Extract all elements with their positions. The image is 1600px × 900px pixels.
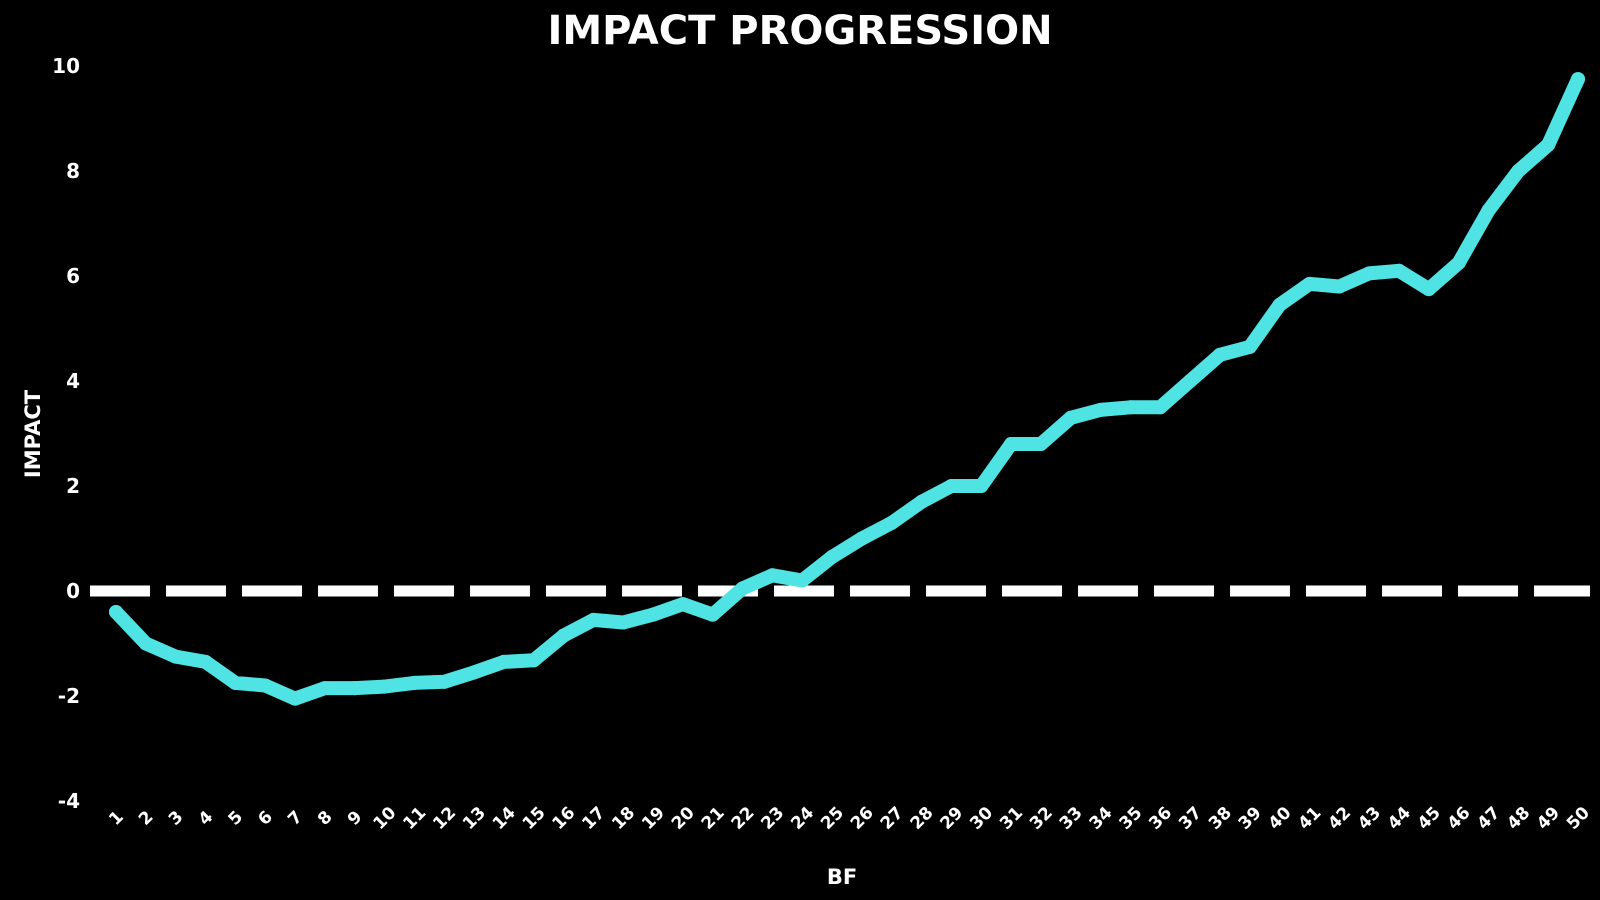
data-point — [1242, 339, 1257, 354]
data-point — [1391, 263, 1406, 278]
data-point — [407, 675, 422, 690]
data-point — [944, 479, 959, 493]
data-point — [258, 678, 273, 693]
data-point — [377, 679, 392, 694]
y-tick-label: 2 — [66, 474, 80, 498]
data-point — [1302, 276, 1317, 291]
data-point — [1183, 374, 1198, 388]
data-point — [496, 654, 511, 669]
data-point — [1541, 137, 1556, 152]
data-point — [437, 674, 452, 689]
data-point — [526, 653, 541, 668]
data-point — [825, 549, 840, 564]
data-point — [1511, 164, 1526, 178]
data-point — [914, 494, 929, 509]
data-point — [884, 515, 899, 530]
data-point — [198, 654, 213, 669]
data-point — [288, 691, 303, 706]
data-point — [1421, 282, 1436, 297]
data-point — [317, 681, 332, 696]
data-point — [347, 681, 362, 696]
data-point — [616, 615, 631, 630]
data-point — [1212, 347, 1227, 362]
y-tick-label: 8 — [66, 159, 80, 183]
data-point — [1153, 400, 1168, 415]
y-tick-label: -4 — [58, 789, 80, 813]
data-point — [1451, 255, 1466, 270]
y-tick-label: 6 — [66, 264, 80, 288]
y-tick-label: 4 — [66, 369, 80, 393]
data-point — [228, 675, 243, 690]
data-point — [735, 581, 750, 596]
data-point — [1093, 402, 1108, 417]
data-point — [109, 605, 123, 619]
data-point — [1063, 410, 1078, 425]
data-point — [556, 628, 571, 643]
data-point — [1481, 203, 1496, 218]
data-point — [646, 607, 661, 622]
y-tick-label: -2 — [58, 684, 80, 708]
y-tick-label: 10 — [52, 54, 80, 78]
data-point — [1362, 266, 1377, 281]
data-point — [168, 649, 183, 664]
data-point — [1033, 437, 1048, 451]
y-tick-labels: 10 8 6 4 2 0 -2 -4 — [52, 54, 80, 813]
data-point — [705, 607, 720, 622]
data-point — [138, 636, 153, 651]
data-point — [765, 568, 780, 583]
chart-title: IMPACT PROGRESSION — [547, 8, 1052, 54]
data-point — [586, 612, 601, 627]
data-point — [1571, 72, 1585, 87]
data-point — [974, 479, 989, 493]
x-axis-label: BF — [827, 865, 857, 889]
data-point — [795, 573, 810, 588]
y-axis-label: IMPACT — [21, 389, 45, 478]
data-point — [854, 531, 869, 546]
data-point — [1004, 437, 1019, 451]
data-point — [467, 665, 482, 680]
data-point — [1123, 400, 1138, 415]
data-point — [1332, 279, 1347, 294]
data-point — [675, 597, 690, 612]
series-group — [109, 72, 1585, 706]
y-tick-label: 0 — [66, 579, 80, 603]
data-point — [1272, 297, 1287, 312]
